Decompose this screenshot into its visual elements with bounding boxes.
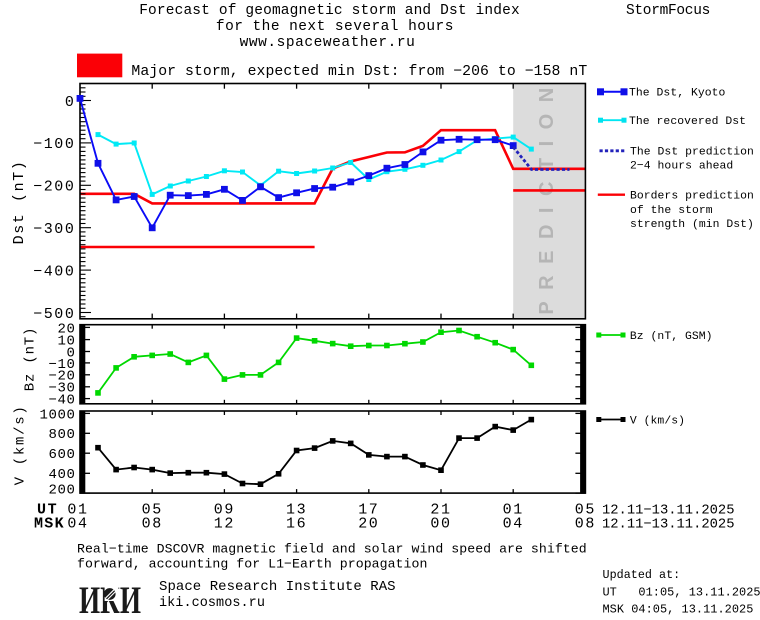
svg-text:for the next several hours: for the next several hours <box>216 19 454 35</box>
svg-text:10: 10 <box>57 334 75 350</box>
svg-text:Dst (nT): Dst (nT) <box>11 160 28 245</box>
svg-text:09: 09 <box>214 502 235 519</box>
svg-text:2−4 hours ahead: 2−4 hours ahead <box>630 160 733 172</box>
svg-text:Space Research Institute RAS: Space Research Institute RAS <box>159 579 396 595</box>
svg-text:08: 08 <box>575 516 596 533</box>
svg-text:800: 800 <box>48 427 75 443</box>
svg-text:400: 400 <box>48 467 75 483</box>
svg-text:strength (min Dst): strength (min Dst) <box>630 219 754 231</box>
svg-text:−100: −100 <box>33 136 75 153</box>
svg-text:−20: −20 <box>48 369 75 385</box>
svg-text:StormFocus: StormFocus <box>626 3 710 19</box>
svg-text:05: 05 <box>575 502 596 519</box>
svg-text:05: 05 <box>142 502 163 519</box>
svg-text:20: 20 <box>358 516 379 533</box>
svg-text:PREDICTION: PREDICTION <box>536 76 558 314</box>
svg-text:Major storm, expected min Dst:: Major storm, expected min Dst: from −206… <box>131 64 587 80</box>
svg-text:The Dst, Kyoto: The Dst, Kyoto <box>629 88 726 100</box>
svg-text:−200: −200 <box>33 179 75 196</box>
svg-text:600: 600 <box>48 447 75 463</box>
svg-text:−30: −30 <box>48 381 75 397</box>
svg-text:Bz (nT, GSM): Bz (nT, GSM) <box>630 331 713 343</box>
svg-text:01: 01 <box>503 502 524 519</box>
svg-text:UT 01:05, 13.11.2025: UT 01:05, 13.11.2025 <box>603 586 760 600</box>
svg-text:iki.cosmos.ru: iki.cosmos.ru <box>159 596 265 611</box>
svg-text:The recovered Dst: The recovered Dst <box>629 116 746 128</box>
svg-text:forward, accounting for L1−Ear: forward, accounting for L1−Earth propaga… <box>77 557 427 572</box>
svg-text:−400: −400 <box>33 263 75 280</box>
svg-text:200: 200 <box>48 483 75 499</box>
svg-text:−500: −500 <box>33 306 75 323</box>
svg-text:Forecast of geomagnetic storm: Forecast of geomagnetic storm and Dst in… <box>139 3 520 19</box>
svg-text:−40: −40 <box>48 393 75 409</box>
svg-text:of the storm: of the storm <box>630 205 713 217</box>
svg-text:MSK 04:05, 13.11.2025: MSK 04:05, 13.11.2025 <box>603 603 754 617</box>
svg-text:00: 00 <box>430 516 451 533</box>
svg-text:04: 04 <box>503 516 524 533</box>
svg-text:The Dst prediction: The Dst prediction <box>630 147 754 159</box>
svg-text:08: 08 <box>142 516 163 533</box>
svg-text:17: 17 <box>358 502 379 519</box>
svg-text:−300: −300 <box>33 221 75 238</box>
svg-text:12.11−13.11.2025: 12.11−13.11.2025 <box>602 504 734 519</box>
svg-text:www.spaceweather.ru: www.spaceweather.ru <box>240 35 416 51</box>
svg-text:21: 21 <box>430 502 451 519</box>
svg-text:0: 0 <box>66 345 75 361</box>
svg-text:Bz (nT): Bz (nT) <box>23 327 39 391</box>
svg-text:UT: UT <box>37 502 58 519</box>
svg-text:12.11−13.11.2025: 12.11−13.11.2025 <box>602 518 734 533</box>
svg-text:V (km/s): V (km/s) <box>630 415 685 427</box>
svg-text:Updated at:: Updated at: <box>603 568 681 582</box>
svg-text:16: 16 <box>286 516 307 533</box>
svg-text:20: 20 <box>57 321 75 337</box>
svg-text:−10: −10 <box>48 357 75 373</box>
svg-text:V (km/s): V (km/s) <box>12 405 28 486</box>
svg-text:MSK: MSK <box>34 516 65 533</box>
svg-text:13: 13 <box>286 502 307 519</box>
svg-text:0: 0 <box>65 94 76 111</box>
svg-text:01: 01 <box>67 502 88 519</box>
svg-text:1000: 1000 <box>39 407 75 423</box>
svg-text:12: 12 <box>214 516 235 533</box>
svg-text:Real−time DSCOVR magnetic fiel: Real−time DSCOVR magnetic field and sola… <box>77 542 587 557</box>
svg-text:Borders prediction: Borders prediction <box>630 191 754 203</box>
svg-text:04: 04 <box>67 516 88 533</box>
